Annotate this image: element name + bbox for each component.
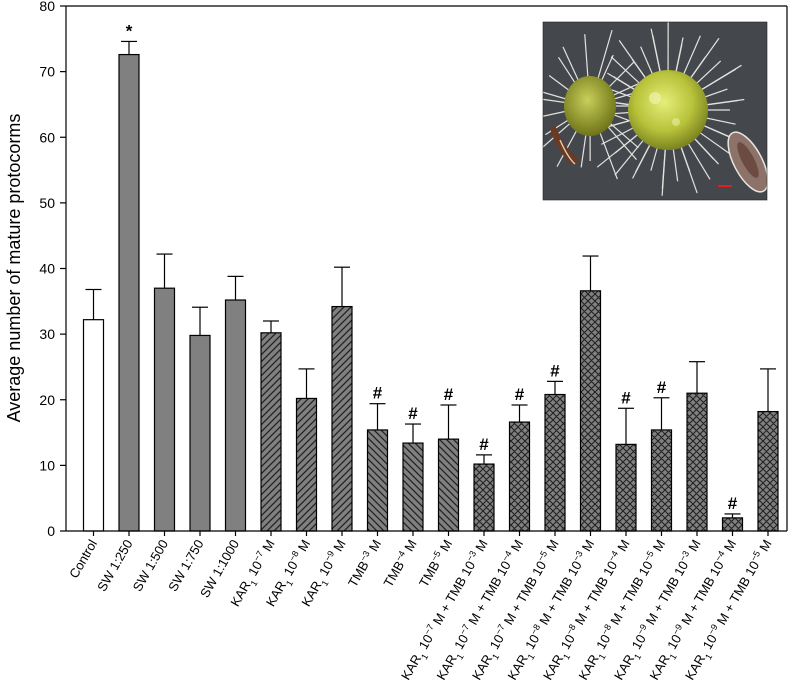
protocorm-hair [692,135,719,165]
protocorm-hair [580,129,588,168]
bar [366,429,389,532]
significance-marker: # [621,388,631,407]
protocorm-hair [632,141,652,179]
bar [579,290,602,532]
x-tick-label: TMB−5 M [415,537,455,590]
protocorm-hair [605,123,637,161]
protocorm-hair [584,34,589,83]
protocorm-hair [607,72,638,92]
y-tick-label: 0 [47,523,55,539]
bar [295,397,318,532]
protocorm-hair [614,137,646,176]
bar [686,392,708,532]
significance-marker: # [479,435,489,454]
bar [615,443,637,532]
protocorm-hair [599,54,614,85]
protocorm-hair [679,143,691,172]
bar [508,421,531,532]
protocorm-hair [606,60,635,90]
y-tick-label: 70 [39,64,55,80]
bar [189,334,211,532]
protocorm-hair [650,144,659,171]
protocorm-hair [703,116,736,125]
significance-marker: # [515,385,525,404]
protocorm-hair [674,37,684,75]
protocorm-hair [607,121,639,149]
bar [82,319,105,532]
significance-marker: # [657,378,667,397]
y-tick-label: 80 [39,0,55,14]
y-axis-title: Average number of mature protocorms [4,114,24,423]
bar [224,299,247,532]
bar [331,305,353,532]
protocorm-hair [597,128,618,180]
significance-marker: # [373,384,383,403]
bar [757,410,779,532]
x-tick-label: TMB−4 M [380,537,420,590]
significance-marker: # [408,404,418,423]
protocorm-hair [686,140,711,180]
protocorm-hair [640,46,655,78]
x-tick-label: Control [66,537,100,581]
protocorm-hair [562,46,581,85]
protocorm-hair [543,98,567,104]
protocorm-hair [681,35,701,78]
protocorm-hair [693,60,722,86]
protocorm-hair [610,56,643,86]
bar [118,53,140,532]
protocorm-hair [545,118,571,136]
protocorm-hair [703,98,745,106]
protocorm-hair [543,91,568,100]
protocorm-hair [601,125,637,145]
y-axis: 0 10 20 30 40 50 60 70 80 [39,0,66,539]
y-tick-label: 60 [39,129,55,145]
protocorm-hair [558,56,578,87]
significance-marker: # [444,385,454,404]
bar [473,463,495,532]
y-tick-label: 30 [39,326,55,342]
bar [402,442,424,532]
protocorm-hair [543,121,573,148]
y-tick-label: 50 [39,195,55,211]
protocorm-hair [661,145,667,196]
bars: * # # # # # # # # # [82,21,779,532]
bar [437,438,460,532]
protocorm-hair [650,28,662,75]
y-tick-label: 10 [39,457,55,473]
protocorm-hair [631,59,648,81]
protocorm-hair [596,29,613,84]
protocorm-hair [556,126,580,167]
protocorm-hair [548,75,572,93]
protocorm-hair [672,145,679,182]
significance-marker: * [126,21,133,40]
protocorm-hair [614,132,641,154]
bar [544,393,566,532]
protocorm-hair [688,56,706,81]
protocorm-photo-inset [542,21,768,201]
x-tick-label: TMB−3 M [344,537,384,590]
protocorm-hair [543,110,567,117]
protocorm-hair [698,64,742,92]
significance-marker: # [728,494,738,513]
protocorm-hair [701,88,728,99]
bar [153,287,176,532]
bar [260,332,282,532]
bar [721,517,744,532]
y-tick-label: 40 [39,261,55,277]
y-tick-label: 20 [39,392,55,408]
bar [650,429,673,532]
significance-marker: # [550,361,560,380]
